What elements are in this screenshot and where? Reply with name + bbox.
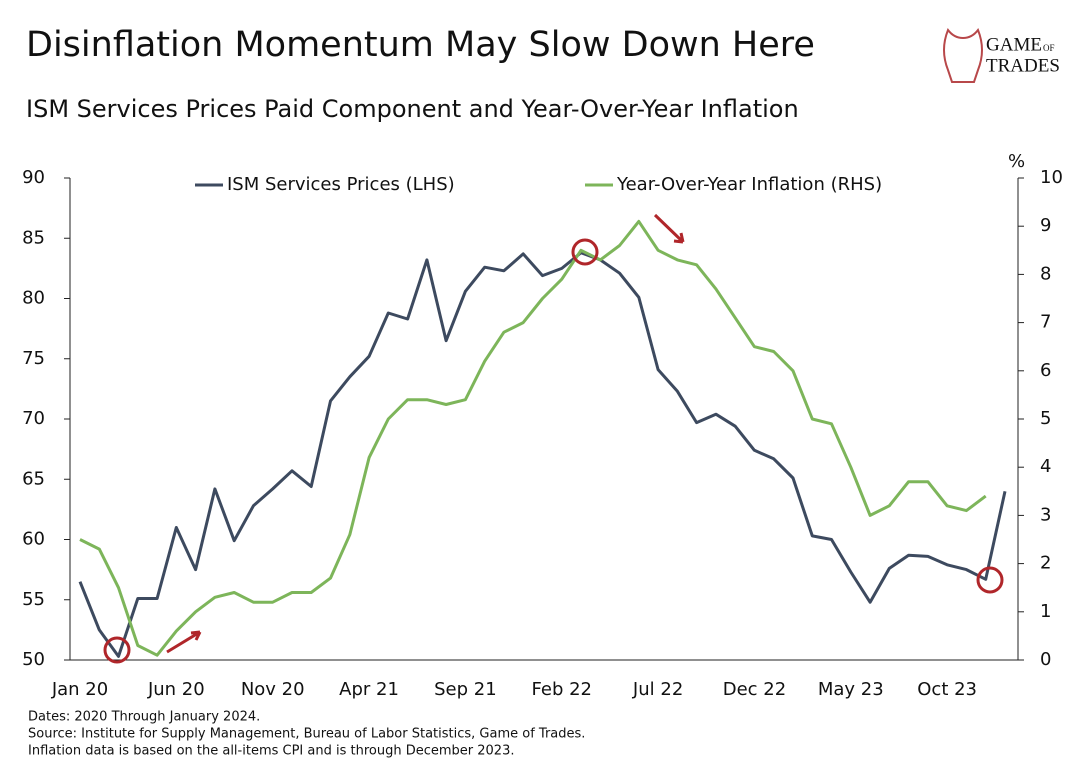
highlight-circle xyxy=(976,566,1004,594)
y2-tick-label: 5 xyxy=(1040,408,1051,429)
chart-subtitle: ISM Services Prices Paid Component and Y… xyxy=(26,95,799,123)
y2-tick-label: 8 xyxy=(1040,263,1051,284)
legend-label: ISM Services Prices (LHS) xyxy=(227,174,455,195)
y2-tick-label: 7 xyxy=(1040,312,1051,333)
x-tick-label: Jun 20 xyxy=(147,679,205,700)
y2-tick-label: 3 xyxy=(1040,504,1051,525)
logo-text: GAME xyxy=(986,34,1042,55)
logo-text: OF xyxy=(1043,43,1055,53)
x-tick-label: Oct 23 xyxy=(917,679,977,700)
arrow xyxy=(166,630,202,654)
y2-tick-label: 0 xyxy=(1040,649,1051,670)
y2-tick-label: 1 xyxy=(1040,601,1051,622)
x-tick-label: Dec 22 xyxy=(723,679,786,700)
y2-tick-label: 10 xyxy=(1040,167,1063,188)
y-tick-label: 65 xyxy=(22,468,45,489)
annotations xyxy=(103,213,1004,664)
x-tick-label: Jan 20 xyxy=(51,679,108,700)
arrow xyxy=(653,213,685,244)
logo-icon xyxy=(943,27,983,83)
y2-tick-label: 2 xyxy=(1040,553,1051,574)
chart-title: Disinflation Momentum May Slow Down Here xyxy=(26,25,815,65)
highlight-circle xyxy=(103,636,131,664)
legend-label: Year-Over-Year Inflation (RHS) xyxy=(616,174,882,195)
y2-tick-label: 6 xyxy=(1040,360,1051,381)
y-tick-label: 85 xyxy=(22,227,45,248)
logo-text: TRADES xyxy=(986,55,1060,76)
x-tick-label: Feb 22 xyxy=(532,679,593,700)
logo: GAME OF TRADES xyxy=(943,27,1060,83)
y-tick-label: 50 xyxy=(22,649,45,670)
footnote: Dates: 2020 Through January 2024. xyxy=(28,710,260,725)
series-line xyxy=(79,219,987,657)
y-tick-label: 80 xyxy=(22,288,45,309)
y-tick-label: 75 xyxy=(22,348,45,369)
footnote: Inflation data is based on the all-items… xyxy=(28,744,514,759)
y2-tick-label: 4 xyxy=(1040,456,1051,477)
y-tick-label: 70 xyxy=(22,408,45,429)
footnote: Source: Institute for Supply Management,… xyxy=(28,727,585,742)
series-line xyxy=(78,251,1007,658)
y-tick-label: 60 xyxy=(22,529,45,550)
x-tick-label: Apr 21 xyxy=(339,679,399,700)
y2-tick-label: 9 xyxy=(1040,215,1051,236)
x-tick-label: May 23 xyxy=(818,679,884,700)
y-tick-label: 90 xyxy=(22,167,45,188)
x-tick-label: Jul 22 xyxy=(632,679,683,700)
x-tick-label: Sep 21 xyxy=(434,679,497,700)
highlight-circle xyxy=(571,238,599,266)
y2-axis-label: % xyxy=(1008,151,1025,172)
y-tick-label: 55 xyxy=(22,589,45,610)
x-tick-label: Nov 20 xyxy=(241,679,305,700)
